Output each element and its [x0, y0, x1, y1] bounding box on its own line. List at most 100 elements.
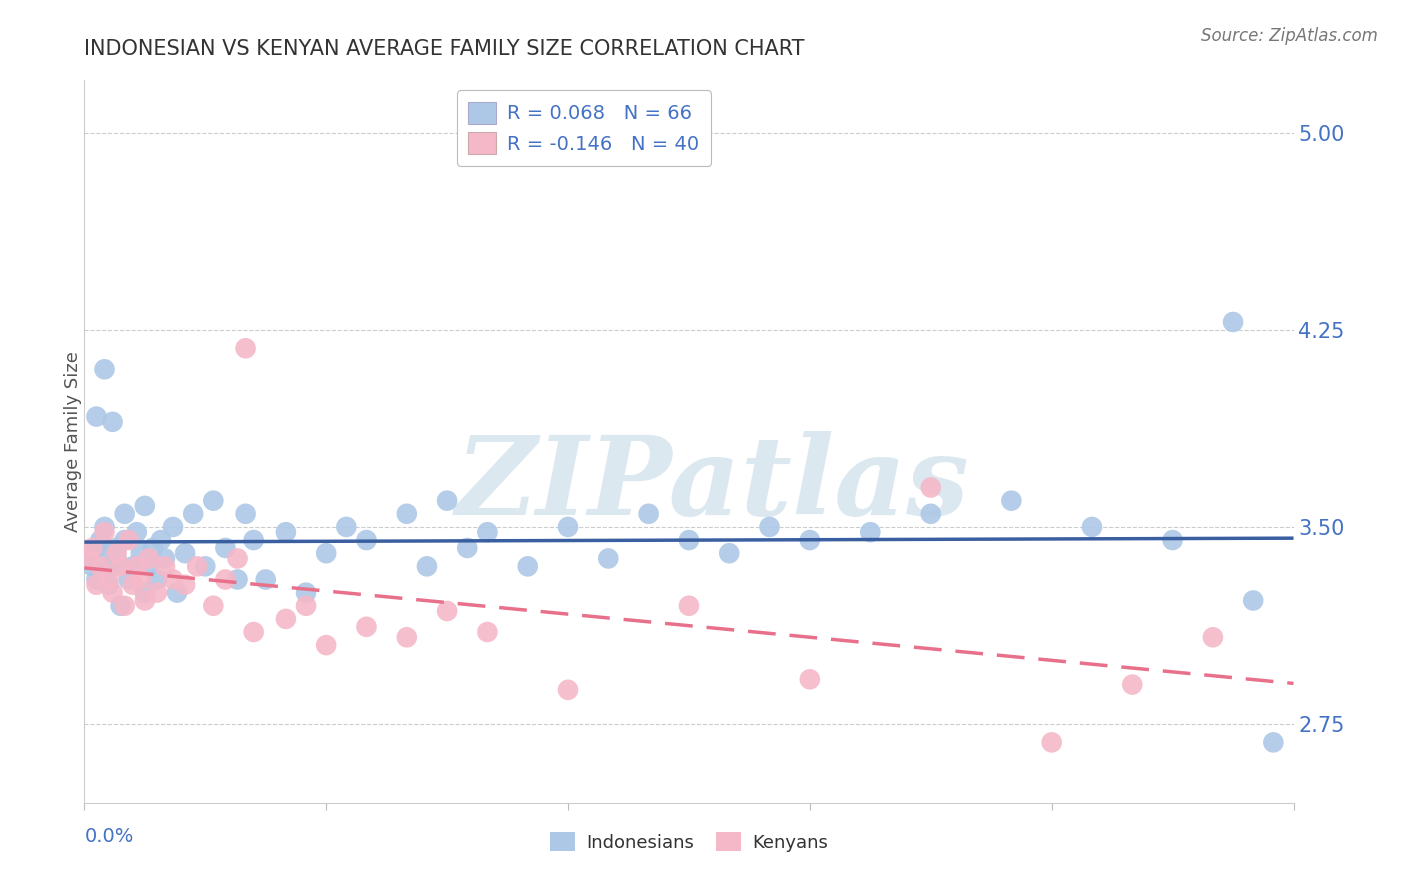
Legend: Indonesians, Kenyans: Indonesians, Kenyans — [543, 825, 835, 859]
Point — [93, 362, 115, 376]
Point — [678, 599, 700, 613]
Point — [125, 559, 148, 574]
Point — [1121, 677, 1143, 691]
Point — [799, 673, 821, 687]
Point — [93, 520, 115, 534]
Point — [274, 612, 297, 626]
Point — [295, 585, 318, 599]
Point — [93, 525, 115, 540]
Point — [598, 551, 620, 566]
Point — [235, 507, 257, 521]
Point — [77, 551, 100, 566]
Point — [121, 559, 143, 574]
Point — [82, 541, 104, 555]
Point — [134, 593, 156, 607]
Point — [138, 551, 160, 566]
Point — [436, 604, 458, 618]
Point — [202, 493, 225, 508]
Point — [146, 573, 169, 587]
Point — [356, 620, 378, 634]
Point — [105, 541, 128, 555]
Point — [436, 493, 458, 508]
Point — [335, 520, 357, 534]
Point — [477, 625, 499, 640]
Point — [86, 573, 108, 587]
Point — [477, 525, 499, 540]
Point — [114, 533, 136, 547]
Point — [162, 573, 184, 587]
Point — [194, 559, 217, 574]
Point — [146, 585, 169, 599]
Point — [114, 507, 136, 521]
Point — [149, 533, 172, 547]
Y-axis label: Average Family Size: Average Family Size — [65, 351, 82, 532]
Point — [114, 599, 136, 613]
Point — [1241, 593, 1264, 607]
Point — [86, 409, 108, 424]
Point — [395, 507, 418, 521]
Point — [166, 585, 188, 599]
Point — [242, 533, 264, 547]
Point — [799, 533, 821, 547]
Point — [153, 559, 176, 574]
Point — [920, 481, 942, 495]
Point — [226, 573, 249, 587]
Point — [77, 551, 100, 566]
Point — [86, 541, 108, 555]
Point — [118, 573, 141, 587]
Point — [226, 551, 249, 566]
Point — [121, 578, 143, 592]
Point — [678, 533, 700, 547]
Point — [315, 638, 337, 652]
Point — [86, 578, 108, 592]
Point — [174, 546, 197, 560]
Point — [174, 578, 197, 592]
Point — [242, 625, 264, 640]
Point — [395, 630, 418, 644]
Point — [97, 573, 120, 587]
Point — [82, 559, 104, 574]
Point — [93, 567, 115, 582]
Point — [202, 599, 225, 613]
Point — [557, 682, 579, 697]
Point — [89, 533, 111, 547]
Point — [214, 573, 236, 587]
Point — [315, 546, 337, 560]
Point — [637, 507, 659, 521]
Point — [254, 573, 277, 587]
Point — [110, 599, 132, 613]
Point — [153, 551, 176, 566]
Point — [181, 507, 204, 521]
Point — [89, 559, 111, 574]
Point — [101, 585, 124, 599]
Point — [758, 520, 780, 534]
Point — [97, 578, 120, 592]
Text: 0.0%: 0.0% — [84, 827, 134, 846]
Point — [134, 499, 156, 513]
Point — [859, 525, 882, 540]
Point — [295, 599, 318, 613]
Point — [274, 525, 297, 540]
Point — [557, 520, 579, 534]
Point — [142, 541, 165, 555]
Point — [1161, 533, 1184, 547]
Point — [125, 525, 148, 540]
Point — [235, 341, 257, 355]
Point — [718, 546, 741, 560]
Point — [129, 546, 152, 560]
Point — [101, 415, 124, 429]
Point — [162, 520, 184, 534]
Point — [138, 559, 160, 574]
Point — [356, 533, 378, 547]
Point — [1263, 735, 1285, 749]
Point — [134, 585, 156, 599]
Point — [101, 559, 124, 574]
Point — [456, 541, 478, 555]
Point — [186, 559, 208, 574]
Text: ZIPatlas: ZIPatlas — [456, 431, 970, 539]
Point — [105, 546, 128, 560]
Point — [118, 533, 141, 547]
Point — [1222, 315, 1244, 329]
Point — [105, 551, 128, 566]
Point — [516, 559, 538, 574]
